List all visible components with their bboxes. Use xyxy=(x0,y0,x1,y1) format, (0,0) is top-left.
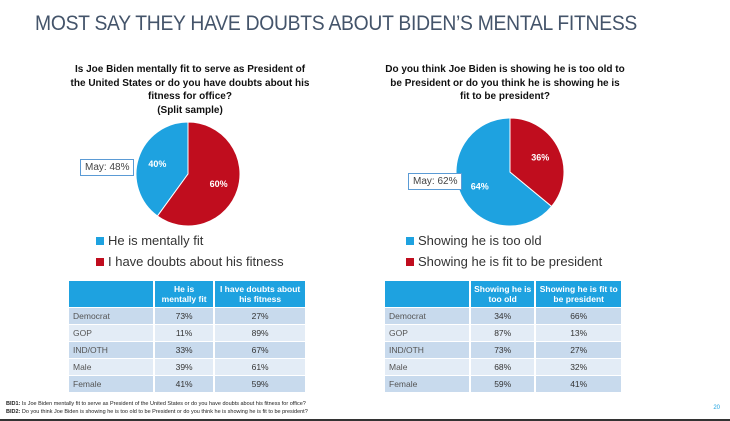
footnote-text: Do you think Joe Biden is showing he is … xyxy=(20,409,308,415)
row-label: Female xyxy=(69,376,153,392)
row-label: Democrat xyxy=(69,308,153,324)
right-question-text: Do you think Joe Biden is showing he is … xyxy=(385,64,625,102)
left-pie-slice-red xyxy=(156,121,241,227)
left-pie-chart: 40% 60% xyxy=(135,121,241,227)
row-label: IND/OTH xyxy=(69,342,153,358)
right-crosstab-table: Showing he is too old Showing he is fit … xyxy=(383,280,623,393)
footnote-bid2: BID2: Do you think Joe Biden is showing … xyxy=(6,408,308,416)
page-number: 20 xyxy=(713,405,720,411)
footnote-code: BID1: xyxy=(6,401,21,407)
slide-title: MOST SAY THEY HAVE DOUBTS ABOUT BIDEN’S … xyxy=(35,12,638,35)
left-question-note: (Split sample) xyxy=(157,104,223,116)
column-header: I have doubts about his fitness xyxy=(215,281,305,307)
left-crosstab-table: He is mentally fit I have doubts about h… xyxy=(67,280,307,393)
cell-value: 41% xyxy=(536,376,621,392)
right-may-callout: May: 62% xyxy=(408,173,463,190)
row-label: GOP xyxy=(385,325,469,341)
footnote-text: Is Joe Biden mentally fit to serve as Pr… xyxy=(20,401,306,407)
cell-value: 73% xyxy=(471,342,535,358)
cell-value: 34% xyxy=(471,308,535,324)
cell-value: 67% xyxy=(215,342,305,358)
table-row: Female 59% 41% xyxy=(385,376,621,392)
cell-value: 61% xyxy=(215,359,305,375)
legend-label: Showing he is fit to be president xyxy=(418,254,603,269)
cell-value: 59% xyxy=(215,376,305,392)
legend-item-fit-president: Showing he is fit to be president xyxy=(406,251,602,272)
blue-swatch-icon xyxy=(406,236,414,245)
left-pie-slice-blue-label: 40% xyxy=(148,159,166,169)
right-chart-question: Do you think Joe Biden is showing he is … xyxy=(385,63,625,104)
table-row: Male 68% 32% xyxy=(385,359,621,375)
cell-value: 68% xyxy=(471,359,535,375)
legend-item-too-old: Showing he is too old xyxy=(406,230,602,251)
red-swatch-icon xyxy=(96,257,104,266)
cell-value: 66% xyxy=(536,308,621,324)
cell-value: 87% xyxy=(471,325,535,341)
bottom-divider xyxy=(0,419,730,421)
left-legend: He is mentally fit I have doubts about h… xyxy=(96,230,284,272)
column-header: Showing he is fit to be president xyxy=(536,281,621,307)
table-row: IND/OTH 33% 67% xyxy=(69,342,305,358)
right-pie-slice-red-label: 36% xyxy=(531,153,549,163)
row-label: Female xyxy=(385,376,469,392)
left-pie-slice-blue xyxy=(135,121,189,217)
row-label: IND/OTH xyxy=(385,342,469,358)
right-pie-chart: 64% 36% xyxy=(455,117,565,227)
legend-item-mentally-fit: He is mentally fit xyxy=(96,230,284,251)
legend-label: Showing he is too old xyxy=(418,233,542,248)
table-row: IND/OTH 73% 27% xyxy=(385,342,621,358)
cell-value: 27% xyxy=(536,342,621,358)
right-legend: Showing he is too old Showing he is fit … xyxy=(406,230,602,272)
left-chart-question: Is Joe Biden mentally fit to serve as Pr… xyxy=(70,63,310,117)
left-pie-slice-red-label: 60% xyxy=(210,179,228,189)
row-label: Democrat xyxy=(385,308,469,324)
column-header: He is mentally fit xyxy=(155,281,214,307)
left-may-callout: May: 48% xyxy=(80,159,135,176)
cell-value: 39% xyxy=(155,359,214,375)
cell-value: 32% xyxy=(536,359,621,375)
footnote-code: BID2: xyxy=(6,409,21,415)
cell-value: 13% xyxy=(536,325,621,341)
table-row: Democrat 73% 27% xyxy=(69,308,305,324)
table-row: Female 41% 59% xyxy=(69,376,305,392)
right-pie-slice-blue xyxy=(455,117,553,227)
table-row: Male 39% 61% xyxy=(69,359,305,375)
legend-item-doubts: I have doubts about his fitness xyxy=(96,251,284,272)
legend-label: I have doubts about his fitness xyxy=(108,254,284,269)
cell-value: 11% xyxy=(155,325,214,341)
right-pie-slice-blue-label: 64% xyxy=(471,181,489,191)
footnote-bid1: BID1: Is Joe Biden mentally fit to serve… xyxy=(6,400,308,408)
column-header: Showing he is too old xyxy=(471,281,535,307)
cell-value: 73% xyxy=(155,308,214,324)
red-swatch-icon xyxy=(406,257,414,266)
table-row: GOP 87% 13% xyxy=(385,325,621,341)
footnotes: BID1: Is Joe Biden mentally fit to serve… xyxy=(6,400,308,416)
table-header-row: Showing he is too old Showing he is fit … xyxy=(385,281,621,307)
header-blank-cell xyxy=(69,281,153,307)
table-row: Democrat 34% 66% xyxy=(385,308,621,324)
cell-value: 33% xyxy=(155,342,214,358)
row-label: Male xyxy=(69,359,153,375)
cell-value: 59% xyxy=(471,376,535,392)
row-label: Male xyxy=(385,359,469,375)
legend-label: He is mentally fit xyxy=(108,233,204,248)
left-question-text: Is Joe Biden mentally fit to serve as Pr… xyxy=(70,64,310,102)
table-header-row: He is mentally fit I have doubts about h… xyxy=(69,281,305,307)
right-pie-slice-red xyxy=(509,117,565,208)
cell-value: 89% xyxy=(215,325,305,341)
row-label: GOP xyxy=(69,325,153,341)
cell-value: 27% xyxy=(215,308,305,324)
cell-value: 41% xyxy=(155,376,214,392)
blue-swatch-icon xyxy=(96,236,104,245)
table-row: GOP 11% 89% xyxy=(69,325,305,341)
header-blank-cell xyxy=(385,281,469,307)
